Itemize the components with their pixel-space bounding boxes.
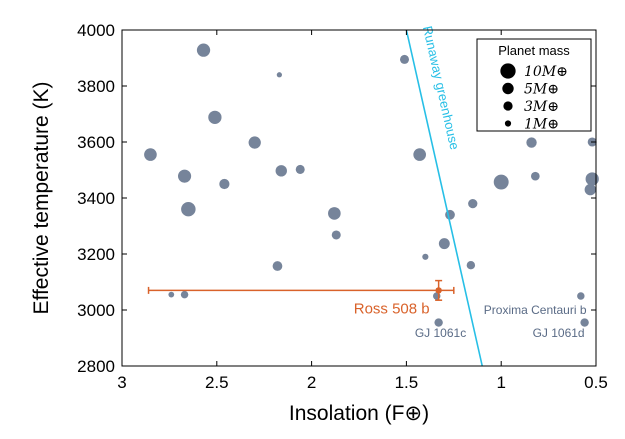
planet-point: [531, 171, 540, 181]
legend-entry-5: 5M⊕: [524, 82, 559, 98]
planet-point: [468, 198, 478, 209]
legend-marker-10: [500, 63, 516, 79]
planet-point: [295, 164, 305, 174]
x-axis-ticks: 3 2.5 2 1.5 1 0.5: [117, 30, 608, 392]
planet-point: [181, 201, 196, 217]
ross-508b-group: Ross 508 b: [147, 279, 455, 317]
planet-point: [584, 183, 597, 196]
planet-point: [580, 318, 589, 327]
x-tick-label: 2: [307, 373, 316, 392]
y-tick-label: 3800: [77, 77, 115, 96]
legend-marker-1: [504, 120, 512, 127]
y-tick-label: 3000: [77, 301, 115, 320]
planet-point: [438, 238, 450, 250]
planet-point: [434, 318, 443, 327]
x-tick-label: 1.5: [395, 373, 419, 392]
planet-point: [331, 230, 341, 240]
x-tick-label: 0.5: [584, 373, 608, 392]
annotations: Proxima Centauri b GJ 1061c GJ 1061d: [415, 303, 587, 340]
y-axis-ticks: 2800 3000 3200 3400 3600 3800 4000: [77, 21, 596, 376]
planet-point: [219, 178, 230, 190]
x-tick-label: 2.5: [205, 373, 229, 392]
planet-point: [196, 43, 211, 57]
planet-point: [178, 169, 192, 183]
planet-point: [328, 207, 341, 220]
planet-point: [275, 165, 287, 177]
planet-point: [493, 174, 509, 190]
x-tick-label: 1: [496, 373, 505, 392]
ross-508b-point: [435, 287, 442, 294]
legend-entry-3: 3M⊕: [524, 99, 559, 115]
planet-point: [180, 290, 189, 299]
ross-508b-label: Ross 508 b: [354, 300, 430, 317]
planet-point: [144, 148, 157, 161]
planet-point: [413, 148, 426, 161]
annotation-proxima-centauri-b: Proxima Centauri b: [484, 303, 587, 317]
annotation-gj-1061d: GJ 1061d: [533, 326, 585, 340]
y-axis-label: Effective temperature (K): [30, 81, 53, 314]
planet-point: [276, 72, 282, 78]
planet-point: [422, 253, 429, 260]
legend-entry-10: 10M⊕: [524, 64, 568, 80]
legend: Planet mass 10M⊕ 5M⊕ 3M⊕ 1M⊕: [476, 38, 592, 133]
planet-point: [208, 110, 222, 124]
legend-box: [476, 38, 592, 132]
legend-entry-1: 1M⊕: [524, 117, 559, 133]
planet-points: [144, 43, 599, 327]
y-tick-label: 3600: [77, 133, 115, 152]
planet-point: [466, 261, 476, 270]
y-tick-label: 2800: [77, 357, 115, 376]
planet-point: [577, 292, 585, 300]
legend-title: Planet mass: [498, 43, 570, 58]
planet-point: [272, 261, 283, 271]
y-tick-label: 4000: [77, 21, 115, 40]
runaway-greenhouse-label: Runaway greenhouse: [420, 24, 462, 151]
x-axis-label: Insolation (F⊕): [289, 402, 429, 425]
legend-marker-5: [502, 82, 514, 95]
x-tick-label: 3: [117, 373, 126, 392]
planet-point: [399, 54, 410, 64]
planet-point: [248, 136, 261, 149]
y-tick-label: 3200: [77, 245, 115, 264]
annotation-gj-1061c: GJ 1061c: [415, 326, 466, 340]
planet-point: [585, 172, 599, 186]
planet-point: [168, 291, 175, 298]
planet-point: [526, 137, 537, 148]
y-tick-label: 3400: [77, 189, 115, 208]
legend-marker-3: [503, 101, 513, 111]
runaway-greenhouse-line: [405, 29, 484, 367]
